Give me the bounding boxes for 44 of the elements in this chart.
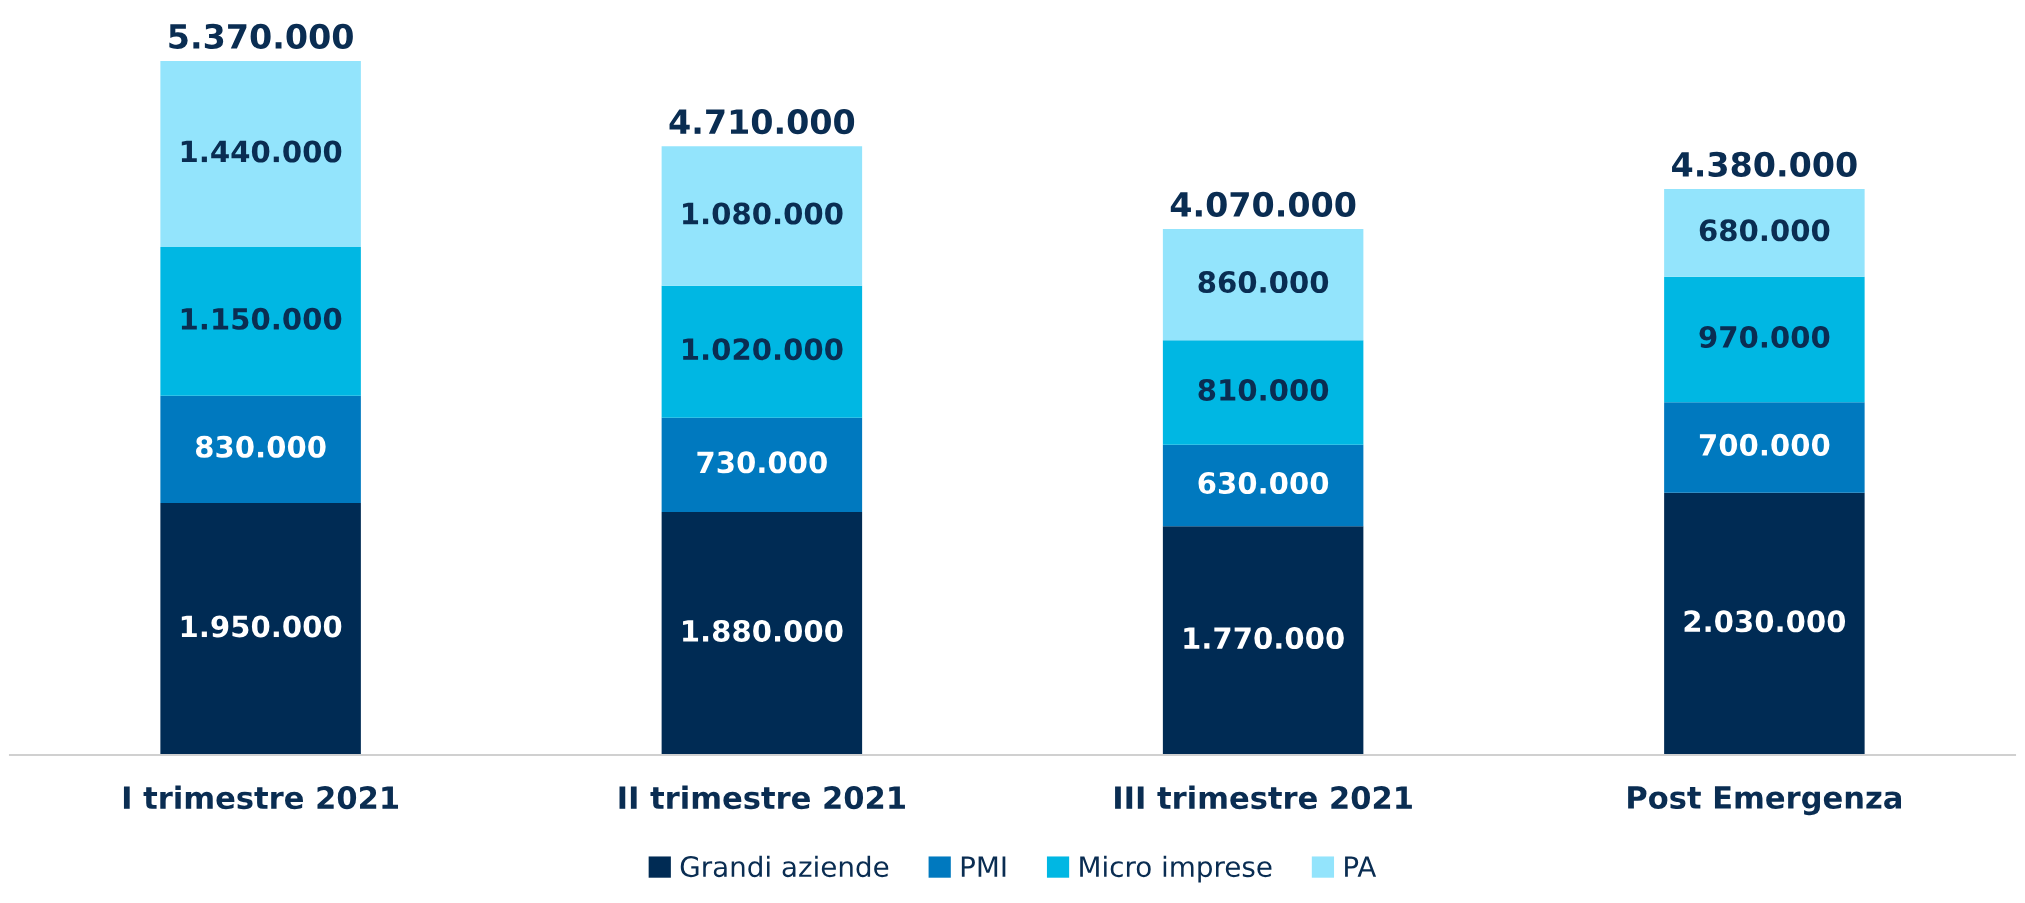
data-label: 680.000 [1699,219,1830,242]
legend-label: PMI [961,856,1006,877]
bar [1664,492,1865,755]
data-label: 1.150.000 [181,307,342,330]
bar [1162,526,1364,755]
data-label: 830.000 [195,435,326,458]
x-tick-label: Post Emergenza [1628,786,1902,816]
bar [1664,276,1865,403]
legend-label: Grandi aziende [680,855,889,878]
data-label: 630.000 [1198,471,1329,494]
bar [1664,188,1865,277]
data-label: 2.030.000 [1684,610,1846,633]
x-tick-label: I trimestre 2021 [123,785,399,810]
total-label: 4.710.000 [669,109,855,135]
data-label: 1.880.000 [683,619,843,642]
total-label: 5.370.000 [169,23,353,49]
bar [160,247,361,396]
bar [160,395,361,503]
bar [661,417,863,513]
total-label: 4.380.000 [1672,151,1857,177]
data-label: 810.000 [1198,378,1329,401]
data-label: 1.020.000 [683,338,843,361]
data-label: 860.000 [1198,270,1329,294]
bar [160,502,361,755]
data-label: 1.080.000 [683,202,843,225]
total-label: 4.070.000 [1170,191,1356,217]
bar [661,285,863,418]
data-label: 1.440.000 [181,140,342,163]
bar [1162,229,1364,341]
legend-label: PA [1345,856,1377,877]
x-tick-label: III trimestre 2021 [1115,785,1412,810]
bar [1664,402,1865,493]
bar [160,61,361,248]
data-label: 1.770.000 [1184,627,1344,650]
bar [1162,444,1364,527]
bar [661,512,863,755]
data-label: 1.950.000 [181,615,342,638]
x-tick-label: II trimestre 2021 [619,785,905,810]
bar [661,146,863,286]
data-label: 730.000 [697,451,827,474]
data-label: 700.000 [1699,433,1830,456]
data-label: 970.000 [1699,325,1830,348]
bar [1162,340,1364,445]
legend-label: Micro imprese [1080,855,1272,883]
